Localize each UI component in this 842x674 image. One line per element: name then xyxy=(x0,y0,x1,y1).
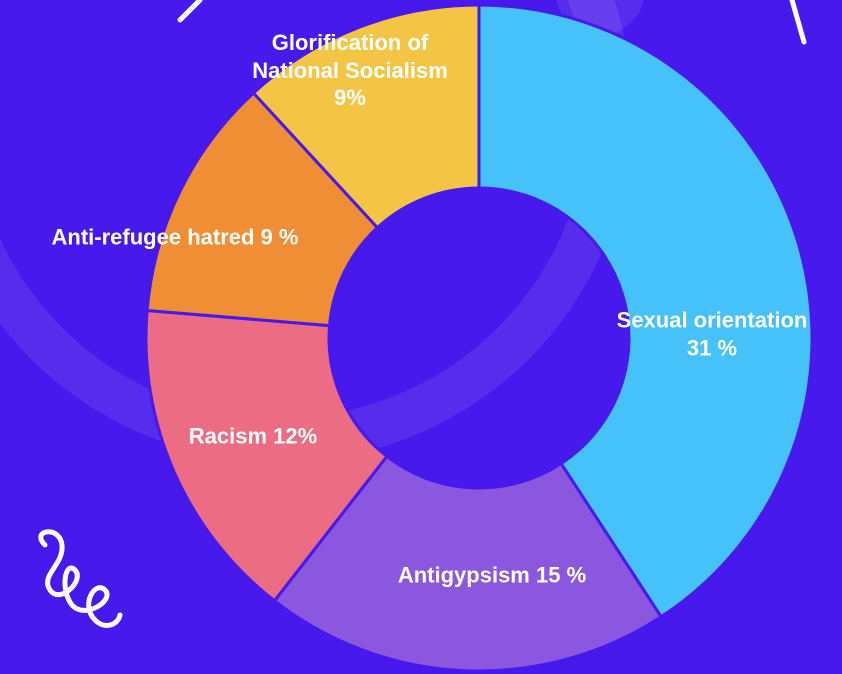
value-label: 9% xyxy=(230,84,470,112)
decor-stroke xyxy=(792,0,804,42)
category-label: Sexual orientation xyxy=(617,308,808,333)
decor-stroke xyxy=(180,0,200,20)
value-label: 15 % xyxy=(536,562,586,587)
slice-label: Racism 12% xyxy=(153,422,353,450)
value-label: 12% xyxy=(273,423,317,448)
decor-arc xyxy=(575,0,625,15)
decor-squiggle xyxy=(41,532,120,626)
category-label: Glorification of National Socialism xyxy=(252,30,448,83)
page: Sexual orientation31 % Antigypsism 15 % Ra… xyxy=(0,0,842,674)
category-label: Racism xyxy=(189,423,267,448)
value-label: 9 % xyxy=(261,224,299,249)
slice-label: Antigypsism 15 % xyxy=(342,561,642,589)
value-label: 31 % xyxy=(582,334,842,362)
slice-label: Anti-refugee hatred 9 % xyxy=(0,223,355,251)
category-label: Anti-refugee hatred xyxy=(52,224,255,249)
category-label: Antigypsism xyxy=(398,562,530,587)
